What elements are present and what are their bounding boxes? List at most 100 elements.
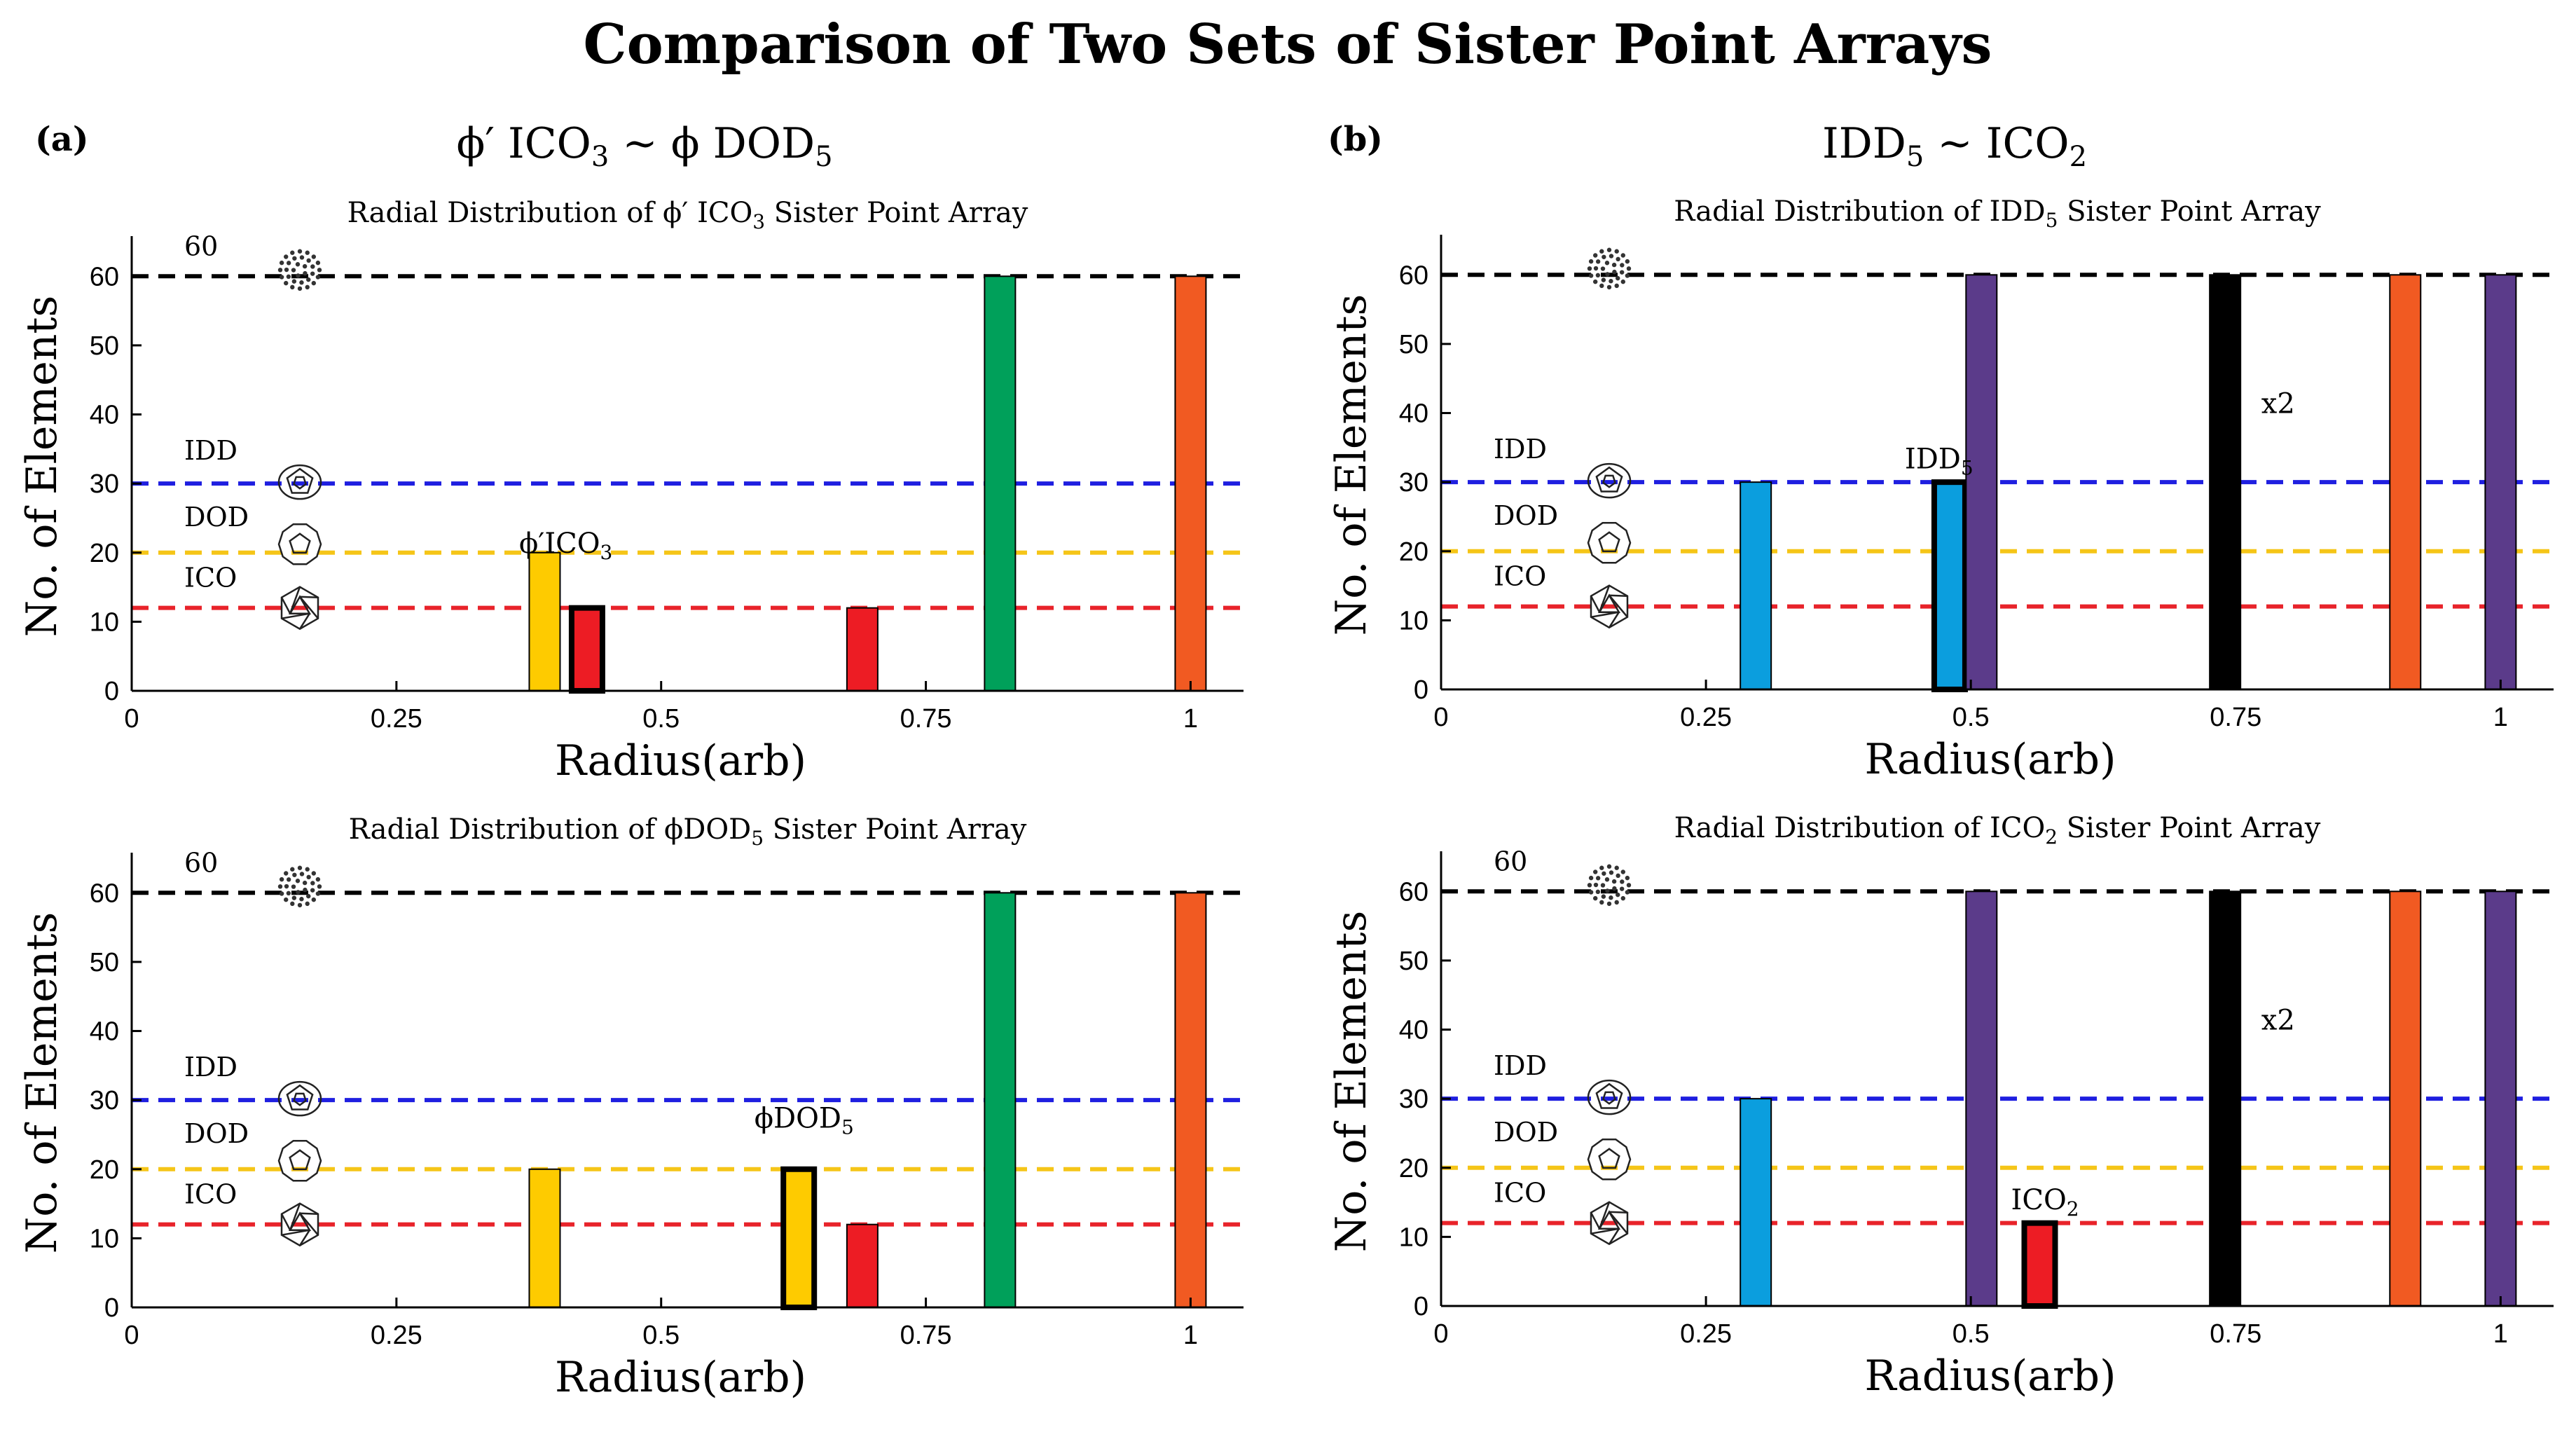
x-tick-label: 1: [2493, 1319, 2508, 1349]
y-tick-label: 40: [1399, 399, 1428, 429]
chart-ico2: Radial Distribution of ICO2 Sister Point…: [1327, 812, 2554, 1401]
highlighted-bar: [2021, 1220, 2058, 1309]
panel-a-label: (a): [35, 120, 89, 159]
bar-annotation-part: ICO: [2011, 1184, 2067, 1216]
x-tick-label: 0.75: [2210, 1319, 2261, 1349]
chart-title-part: Sister Point Array: [764, 813, 1027, 846]
bar-annotation: x2: [2261, 1005, 2295, 1037]
x-tick-label: 1: [2493, 703, 2508, 732]
highlighted-bar: [1931, 479, 1968, 693]
idd-icon: [1587, 462, 1632, 499]
panel-b-heading-sub: 5: [1906, 141, 1924, 173]
chart-title: Radial Distribution of ICO2 Sister Point…: [1674, 812, 2321, 848]
reference-label-idd: IDD: [1494, 434, 1547, 465]
panel-a-heading-part: ϕ′ ICO: [456, 119, 591, 168]
x-tick-label: 0.75: [900, 704, 952, 734]
bar-annotation-sub: 3: [600, 541, 613, 564]
y-tick-label: 30: [90, 1086, 119, 1115]
sphere-60-icon: [277, 249, 322, 291]
x-tick-label: 0.5: [1952, 703, 1990, 732]
chart-title-part: Radial Distribution of IDD: [1674, 195, 2045, 228]
chart-title: Radial Distribution of IDD5 Sister Point…: [1674, 195, 2321, 232]
bar-annotation-part: ϕDOD: [755, 1103, 841, 1135]
reference-label-ico: ICO: [184, 1179, 237, 1210]
panel-b-heading-part: IDD: [1822, 119, 1906, 168]
x-axis-label: Radius(arb): [1864, 735, 2116, 784]
y-tick-label: 40: [90, 1017, 119, 1047]
x-tick-label: 0.25: [371, 1321, 422, 1350]
x-tick-label: 0.25: [1680, 1319, 1732, 1349]
chart-title-part: Radial Distribution of ICO: [1674, 812, 2046, 844]
x-tick-label: 0.5: [642, 1321, 680, 1350]
x-tick-label: 0: [1433, 703, 1448, 732]
bar-annotation-sub: 5: [841, 1116, 854, 1139]
x-axis-label: Radius(arb): [1864, 1352, 2116, 1401]
y-tick-label: 60: [1399, 261, 1428, 290]
x-tick-label: 0.75: [900, 1321, 952, 1350]
y-tick-label: 10: [90, 1224, 119, 1253]
panel-a-heading-sub: 3: [591, 141, 609, 173]
bar-annotation: ϕDOD5: [755, 1103, 854, 1139]
bar-annotation-part: x2: [2261, 1005, 2295, 1037]
panel-a-heading-sub2: 5: [815, 141, 832, 173]
reference-label-idd: IDD: [1494, 1050, 1547, 1081]
bar: [2484, 891, 2517, 1307]
sphere-60-icon: [1587, 864, 1632, 907]
bar: [2209, 274, 2242, 690]
idd-icon: [277, 464, 322, 500]
y-tick-label: 30: [1399, 468, 1428, 497]
bar-annotation: ϕ′ICO3: [519, 528, 612, 564]
chart-title-part: Sister Point Array: [2058, 812, 2321, 844]
reference-label-dod: DOD: [1494, 1117, 1558, 1148]
panel-b-heading-part2: ~ ICO: [1924, 119, 2069, 168]
reference-label-idd: IDD: [184, 435, 237, 466]
panel-b-heading-sub2: 2: [2069, 141, 2087, 173]
y-tick-label: 20: [1399, 537, 1428, 567]
bar: [1740, 481, 1772, 691]
ico-icon: [1590, 1201, 1629, 1246]
bar-annotation-sub: 5: [1961, 456, 1974, 479]
bar-annotation: x2: [2261, 388, 2295, 420]
bar-annotation-part: IDD: [1905, 443, 1961, 475]
chart-title-sub: 5: [751, 827, 764, 850]
y-tick-label: 0: [1414, 1292, 1428, 1321]
y-tick-label: 40: [90, 401, 119, 430]
reference-label-dod: DOD: [1494, 500, 1558, 531]
panel-b-heading: IDD5 ~ ICO2: [1822, 119, 2087, 173]
chart-title-part: Radial Distribution of ϕ′ ICO: [347, 197, 753, 229]
bar: [984, 275, 1017, 692]
sphere-60-icon: [1587, 247, 1632, 290]
ico-icon: [1590, 584, 1629, 629]
bar: [846, 1223, 879, 1308]
reference-label-60: 60: [184, 231, 218, 261]
bar: [2209, 891, 2242, 1307]
y-tick-label: 0: [1414, 675, 1428, 705]
x-tick-label: 0.5: [1952, 1319, 1990, 1349]
y-tick-label: 10: [1399, 1223, 1428, 1252]
bar: [1965, 274, 1998, 690]
x-tick-label: 0.25: [371, 704, 422, 734]
chart-title: Radial Distribution of ϕDOD5 Sister Poin…: [349, 813, 1027, 850]
bar-annotation-part: ϕ′ICO: [519, 528, 600, 560]
sphere-60-icon: [277, 865, 322, 908]
chart-title-sub: 3: [752, 210, 765, 233]
highlighted-bar: [568, 605, 605, 694]
y-tick-label: 20: [90, 539, 119, 568]
highlighted-bar: [780, 1166, 818, 1311]
chart-title-part: Radial Distribution of ϕDOD: [349, 813, 752, 846]
panel-a-heading-part2: ~ ϕ DOD: [609, 119, 815, 168]
dod-icon: [1587, 521, 1632, 564]
y-tick-label: 20: [1399, 1154, 1428, 1183]
y-tick-label: 50: [1399, 330, 1428, 359]
y-tick-label: 30: [1399, 1085, 1428, 1114]
figure-title: Comparison of Two Sets of Sister Point A…: [584, 13, 1992, 76]
y-axis-label: No. of Elements: [18, 296, 67, 638]
x-tick-label: 0.25: [1680, 703, 1732, 732]
y-tick-label: 60: [90, 262, 119, 291]
x-tick-label: 0: [1433, 1319, 1448, 1349]
dod-icon: [277, 523, 322, 565]
y-tick-label: 50: [1399, 947, 1428, 976]
reference-label-dod: DOD: [184, 1118, 249, 1149]
y-tick-label: 20: [90, 1155, 119, 1185]
bar-annotation: IDD5: [1905, 443, 1974, 479]
